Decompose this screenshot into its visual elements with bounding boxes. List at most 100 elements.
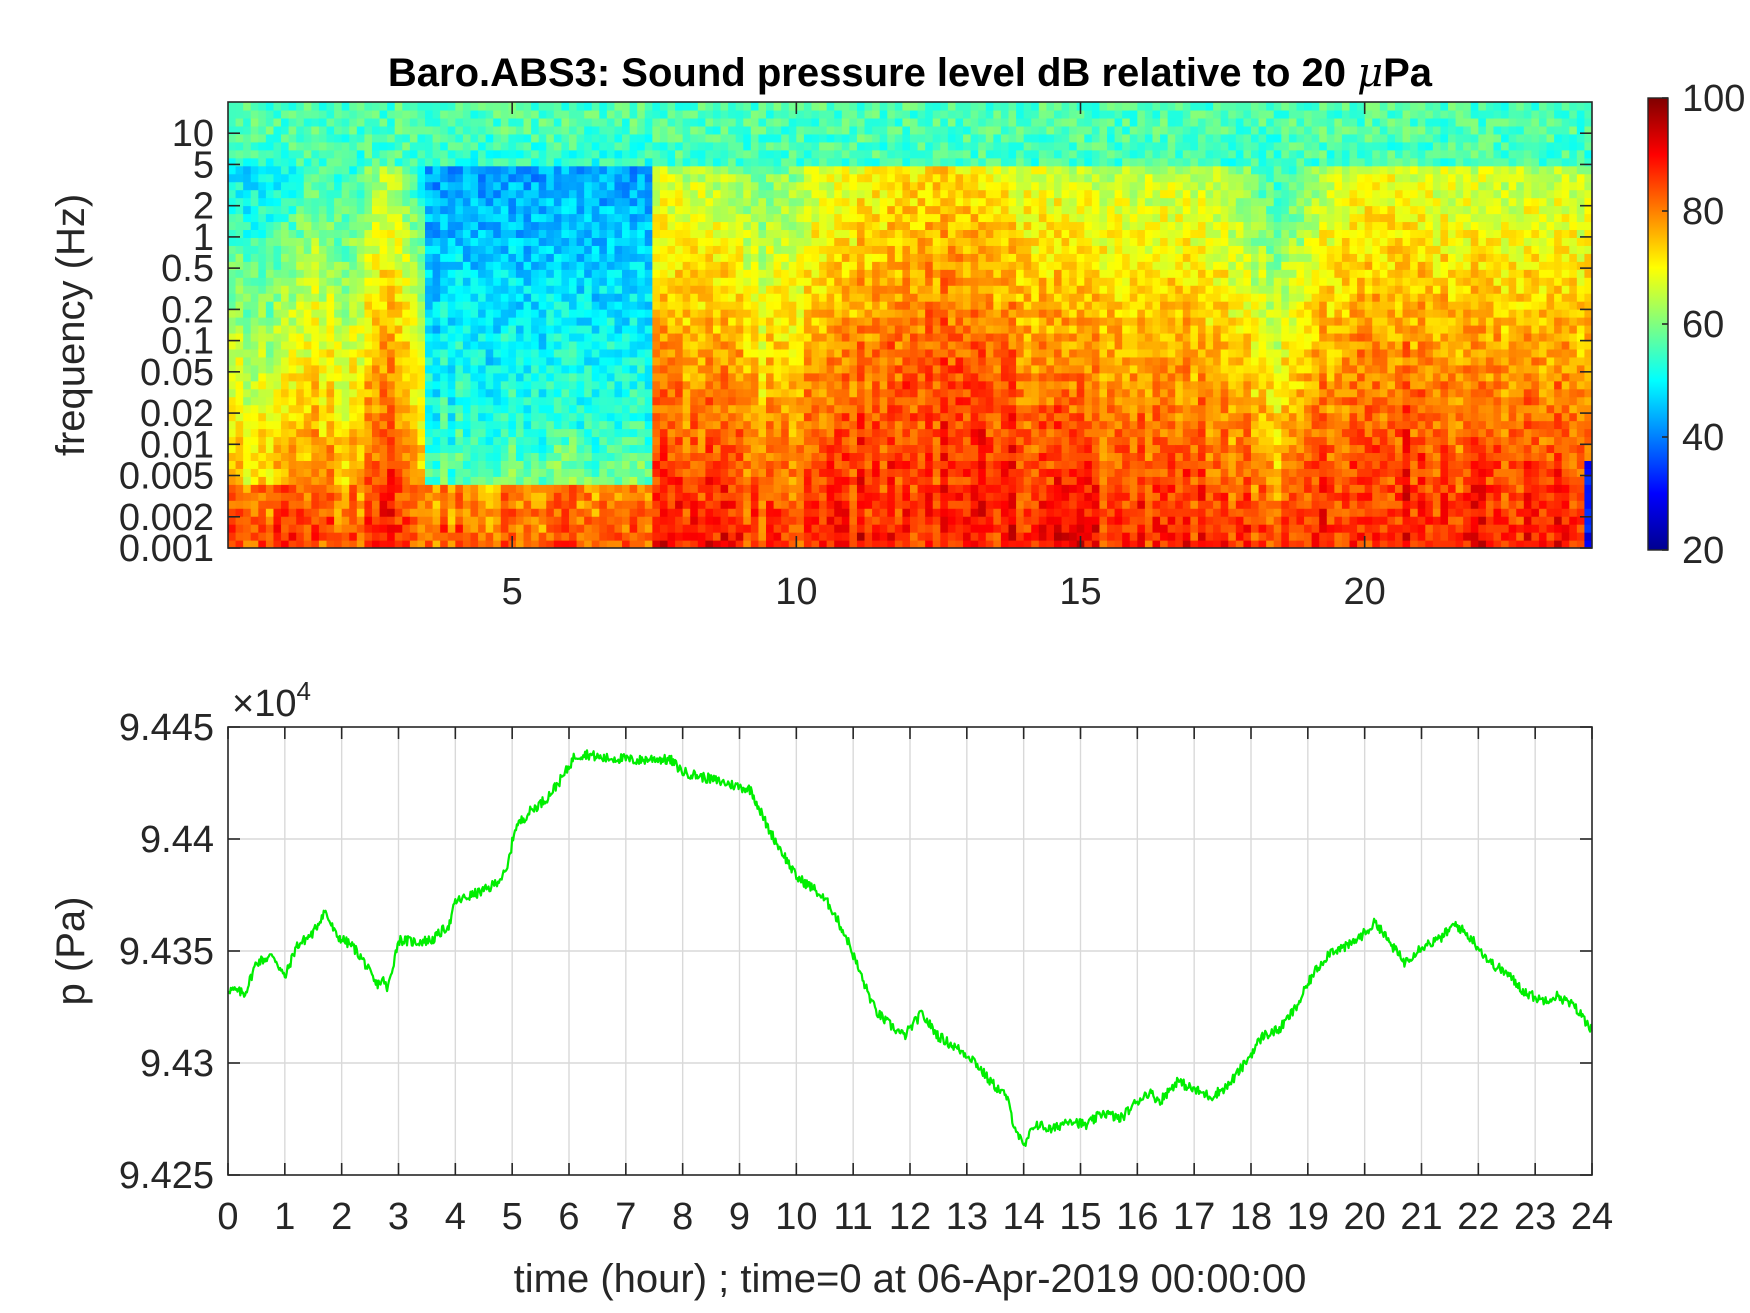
heatmap-cell: [349, 452, 358, 461]
heatmap-cell: [561, 340, 570, 350]
heatmap-cell: [872, 540, 881, 548]
heatmap-cell: [326, 468, 335, 477]
heatmap-cell: [803, 492, 813, 501]
heatmap-cell: [485, 213, 494, 223]
heatmap-cell: [364, 516, 373, 525]
heatmap-cell: [455, 293, 464, 302]
heatmap-cell: [409, 213, 419, 223]
heatmap-cell: [273, 452, 282, 461]
heatmap-cell: [766, 317, 775, 326]
heatmap-cell: [728, 181, 737, 191]
heatmap-cell: [675, 444, 684, 454]
heatmap-cell: [265, 253, 275, 262]
heatmap-cell: [728, 540, 737, 548]
heatmap-cell: [675, 253, 684, 262]
heatmap-cell: [872, 109, 881, 119]
heatmap-cell: [849, 309, 858, 318]
heatmap-cell: [879, 460, 888, 469]
heatmap-cell: [553, 213, 563, 223]
heatmap-cell: [379, 237, 388, 246]
heatmap-cell: [584, 317, 593, 326]
heatmap-cell: [538, 508, 547, 517]
heatmap-cell: [394, 221, 403, 231]
heatmap-cell: [811, 301, 820, 310]
heatmap-cell: [273, 285, 282, 294]
heatmap-cell: [735, 348, 744, 358]
heatmap-cell: [470, 149, 479, 159]
heatmap-cell: [356, 245, 365, 254]
heatmap-cell: [356, 492, 365, 501]
heatmap-cell: [599, 165, 608, 175]
heatmap-cell: [371, 388, 381, 398]
heatmap-cell: [379, 133, 388, 143]
heatmap-cell: [281, 364, 290, 374]
heatmap-cell: [235, 245, 244, 254]
heatmap-cell: [796, 412, 805, 422]
heatmap-cell: [856, 293, 866, 302]
heatmap-cell: [303, 229, 312, 238]
heatmap-cell: [334, 213, 343, 223]
heatmap-cell: [235, 460, 244, 469]
heatmap-cell: [409, 388, 419, 398]
heatmap-cell: [697, 404, 706, 414]
heatmap-cell: [250, 277, 259, 286]
heatmap-cell: [591, 436, 600, 446]
heatmap-cell: [273, 500, 282, 509]
heatmap-cell: [447, 380, 456, 390]
heatmap-cell: [432, 484, 441, 493]
heatmap-cell: [425, 197, 434, 207]
heatmap-cell: [326, 277, 335, 286]
heatmap-cell: [758, 285, 767, 294]
heatmap-cell: [356, 285, 365, 294]
heatmap-cell: [402, 492, 411, 501]
heatmap-cell: [515, 253, 525, 262]
heatmap-cell: [538, 157, 547, 167]
heatmap-cell: [758, 213, 767, 223]
heatmap-cell: [652, 109, 661, 119]
heatmap-cell: [773, 301, 782, 310]
heatmap-cell: [720, 181, 729, 191]
heatmap-cell: [561, 388, 570, 398]
heatmap-cell: [743, 476, 752, 485]
heatmap-cell: [470, 141, 479, 151]
heatmap-cell: [591, 317, 600, 326]
heatmap-cell: [894, 500, 904, 509]
heatmap-cell: [591, 213, 600, 223]
heatmap-cell: [690, 340, 699, 350]
heatmap-cell: [288, 237, 297, 246]
heatmap-cell: [334, 109, 343, 119]
heatmap-cell: [394, 380, 403, 390]
heatmap-cell: [644, 213, 653, 223]
heatmap-cell: [371, 261, 381, 270]
heatmap-cell: [788, 165, 797, 175]
heatmap-cell: [750, 253, 760, 262]
heatmap-cell: [697, 109, 706, 119]
heatmap-cell: [743, 468, 752, 477]
heatmap-cell: [811, 173, 820, 183]
heatmap-cell: [735, 189, 744, 199]
heatmap-cell: [478, 340, 487, 350]
heatmap-cell: [894, 516, 904, 525]
heatmap-cell: [591, 444, 600, 454]
heatmap-cell: [371, 380, 381, 390]
heatmap-cell: [515, 476, 525, 485]
heatmap-cell: [538, 301, 547, 310]
heatmap-cell: [796, 157, 805, 167]
heatmap-cell: [546, 412, 555, 422]
heatmap-cell: [788, 380, 797, 390]
heatmap-cell: [356, 237, 365, 246]
heatmap-cell: [371, 157, 381, 167]
heatmap-cell: [766, 468, 775, 477]
heatmap-cell: [508, 189, 517, 199]
heatmap-cell: [758, 420, 767, 430]
heatmap-cell: [417, 181, 426, 191]
heatmap-cell: [250, 468, 259, 477]
heatmap-cell: [644, 173, 653, 183]
heatmap-cell: [819, 532, 828, 541]
heatmap-cell: [447, 197, 456, 207]
heatmap-cell: [364, 325, 373, 334]
heatmap-cell: [803, 516, 813, 525]
heatmap-cell: [788, 205, 797, 215]
heatmap-cell: [690, 380, 699, 390]
heatmap-cell: [743, 396, 752, 406]
